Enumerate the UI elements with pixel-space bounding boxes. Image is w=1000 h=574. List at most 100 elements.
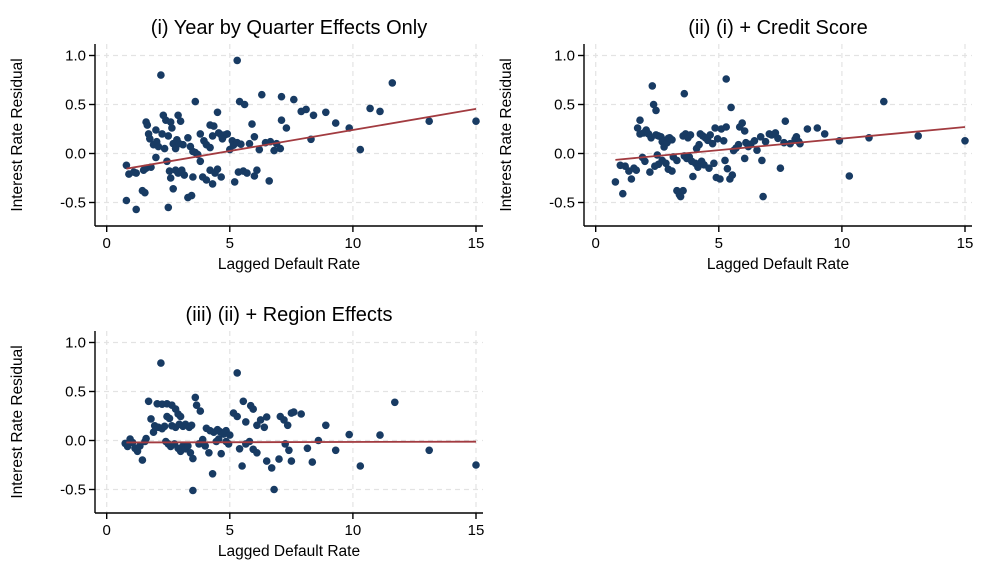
scatter-point <box>206 143 214 152</box>
scatter-point <box>758 156 766 165</box>
scatter-point <box>154 142 163 151</box>
scatter-point <box>753 146 761 154</box>
y-tick-label: 1.0 <box>65 335 86 352</box>
scatter-point <box>160 422 169 431</box>
scatter-point <box>759 192 767 201</box>
scatter-point <box>168 124 176 132</box>
scatter-point <box>845 172 854 180</box>
scatter-point <box>208 180 217 188</box>
scatter-point <box>160 144 169 153</box>
scatter-point <box>287 457 296 465</box>
scatter-point <box>147 415 155 423</box>
scatter-point <box>265 177 274 185</box>
scatter-point <box>242 418 250 426</box>
panel-i-year-quarter-chart: 1.0 0.5 0.0 -0.5 0 5 10 15 Lagged Default Rate In… <box>9 17 485 273</box>
scatter-point <box>716 175 724 183</box>
scatter-point <box>723 164 732 173</box>
scatter-point <box>285 446 293 455</box>
scatter-point <box>186 449 195 457</box>
scatter-point <box>258 90 266 99</box>
scatter-point <box>820 130 829 138</box>
scatter-point <box>627 175 636 183</box>
scatter-point <box>136 442 144 450</box>
y-tick-label: 0.0 <box>65 146 86 163</box>
scatter-point <box>632 166 641 174</box>
x-tick-label: 10 <box>345 235 362 252</box>
scatter-point <box>472 117 480 125</box>
scatter-point <box>237 140 245 148</box>
scatter-point <box>694 163 702 171</box>
scatter-point <box>706 131 714 139</box>
scatter-point <box>191 97 200 106</box>
scatter-point <box>708 139 717 148</box>
scatter-point <box>756 133 765 141</box>
x-tick-label: 5 <box>715 235 723 252</box>
scatter-point <box>290 95 298 104</box>
scatter-point <box>210 122 218 130</box>
scatter-point <box>230 178 239 186</box>
scatter-point <box>740 154 749 163</box>
scatter-point <box>141 188 149 197</box>
scatter-point <box>253 166 261 174</box>
scatter-point <box>914 132 922 140</box>
scatter-point <box>122 196 131 205</box>
scatter-point <box>184 134 192 142</box>
scatter-point <box>260 423 269 432</box>
scatter-point <box>201 442 209 450</box>
scatter-point <box>250 172 259 180</box>
scatter-point <box>233 369 241 377</box>
scatter-point <box>734 140 743 149</box>
scatter-point <box>176 412 185 421</box>
scatter-point <box>711 124 719 132</box>
panel-title: (i) Year by Quarter Effects Only <box>151 17 427 39</box>
x-axis-title: Lagged Default Rate <box>707 256 849 273</box>
scatter-point <box>233 412 241 421</box>
scatter-point <box>425 446 434 455</box>
scatter-point <box>813 124 822 132</box>
scatter-point <box>208 132 217 140</box>
scatter-point <box>611 178 620 186</box>
scatter-point <box>322 421 330 430</box>
scatter-point <box>189 173 197 181</box>
scatter-point <box>673 156 681 165</box>
scatter-point <box>152 153 160 162</box>
scatter-point <box>721 156 729 165</box>
scatter-point <box>774 134 782 143</box>
scatter-point <box>297 410 306 418</box>
scatter-point <box>290 408 298 416</box>
scatter-point <box>679 186 687 195</box>
scatter-point <box>132 205 140 214</box>
y-tick-label: -0.5 <box>60 482 86 499</box>
scatter-point <box>472 461 480 469</box>
fit-line <box>126 440 477 444</box>
scatter-point <box>205 449 213 457</box>
scatter-point <box>728 171 737 179</box>
x-tick-label: 15 <box>468 235 485 252</box>
scatter-point <box>796 139 804 148</box>
y-tick-label: 0.0 <box>65 433 86 450</box>
panel-ii-credit-score-chart: 1.0 0.5 0.0 -0.5 0 5 10 15 Lagged Default Rate In… <box>498 17 973 273</box>
scatter-point <box>713 135 722 143</box>
x-axis-title: Lagged Default Rate <box>218 543 360 560</box>
x-tick-label: 10 <box>834 235 851 252</box>
scatter-point <box>270 146 278 155</box>
scatter-point <box>213 108 222 117</box>
scatter-point <box>309 111 318 120</box>
scatter-point <box>187 191 196 200</box>
scatter-point <box>356 145 365 154</box>
scatter-point <box>191 393 200 402</box>
y-tick-label: 1.0 <box>65 48 86 65</box>
scatter-point <box>189 486 197 495</box>
scatter-point <box>142 434 150 443</box>
scatter-point <box>322 108 330 117</box>
scatter-point <box>680 89 689 98</box>
scatter-point <box>668 167 676 175</box>
x-tick-label: 0 <box>103 235 111 252</box>
scatter-point <box>761 137 770 146</box>
scatter-point <box>686 131 695 139</box>
scatter-point <box>646 168 654 176</box>
scatter-point <box>267 464 276 472</box>
scatter-point <box>366 104 374 113</box>
scatter-point <box>157 71 165 79</box>
scatter-point <box>308 458 317 466</box>
